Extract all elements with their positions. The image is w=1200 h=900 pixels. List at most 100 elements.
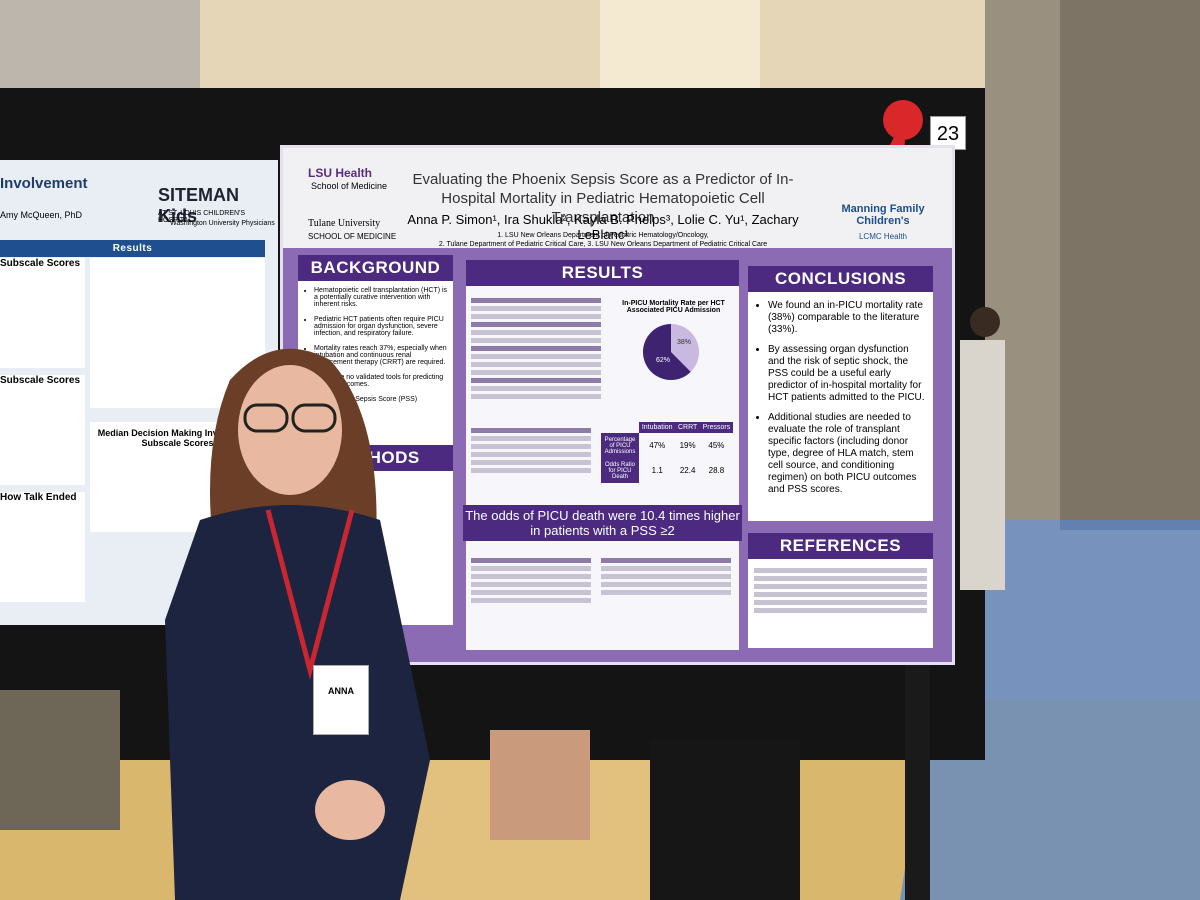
- name-tag: ANNA: [313, 665, 369, 735]
- pie-label: 38%: [677, 339, 691, 346]
- poster-title: Evaluating the Phoenix Sepsis Score as a…: [412, 171, 794, 226]
- logo-text: Manning Family Children's: [841, 203, 925, 227]
- legs-behind: [490, 730, 590, 840]
- pie-slice: [643, 324, 691, 380]
- neighbor-panel: How Talk Ended: [0, 492, 85, 602]
- table-row: [471, 566, 591, 571]
- table-cell: 1.1: [651, 466, 663, 475]
- table-row: [471, 394, 601, 399]
- neighbor-title: Involvement: [0, 175, 88, 192]
- glasses: [243, 403, 289, 433]
- neighbor-logo-sub: Washington University Physicians: [170, 220, 275, 227]
- table-row: [471, 468, 591, 473]
- bullet-list: We found an in-PICU mortality rate (38%)…: [748, 292, 933, 496]
- table-row: [471, 460, 591, 465]
- table-cell: 45%: [708, 441, 725, 450]
- table-row: [471, 346, 601, 351]
- table-header: Pressors: [699, 422, 733, 433]
- table-row: Odds Ratio for PICU Death 1.1 22.4 28.8: [601, 458, 733, 483]
- neighbor-section: Subscale Scores: [0, 258, 81, 269]
- table-header: CRRT: [675, 422, 700, 433]
- neighbor-section: Subscale Scores: [0, 375, 81, 386]
- procedure-table: Intubation CRRT Pressors Percentage of PICU…: [601, 422, 733, 483]
- logo-text: LCMC Health: [858, 232, 907, 241]
- table-cell: Percentage of PICU Admissions: [601, 433, 639, 458]
- table-row: [471, 452, 591, 457]
- table-row: [471, 322, 601, 327]
- table-row: [471, 386, 601, 391]
- table-row: [471, 330, 601, 335]
- section-heading: BACKGROUND: [298, 255, 453, 281]
- face: [238, 365, 342, 495]
- logo-text: Tulane University: [308, 218, 381, 229]
- neighbor-results: Results: [0, 240, 265, 257]
- section-heading: RESULTS: [466, 260, 739, 286]
- table-row: [471, 306, 601, 311]
- table-row: [471, 428, 591, 433]
- neighbor-chart-title: Median Decision Making Involvement Subsc…: [97, 428, 258, 448]
- reference-line: [754, 576, 927, 581]
- poster-header: [283, 148, 952, 248]
- logo-text: School of Medicine: [311, 181, 388, 191]
- table-row: [471, 590, 591, 595]
- bullet-list: Hematopoietic cell transplantation (HCT)…: [298, 281, 453, 403]
- table-row: [471, 370, 601, 375]
- table-row: [471, 314, 601, 319]
- logo-text: LSU Health: [308, 166, 373, 180]
- poster: LSU Health School of Medicine Tulane Uni…: [280, 145, 955, 665]
- poster-affiliation: 2. Tulane Department of Pediatric Critic…: [438, 241, 768, 248]
- logo-text: SCHOOL OF MEDICINE: [308, 232, 397, 241]
- conclusions-panel: CONCLUSIONS We found an in-PICU mortalit…: [748, 266, 933, 521]
- table-cell: 28.8: [708, 466, 725, 475]
- pillar: [1060, 0, 1200, 530]
- demographics-table: [471, 295, 601, 402]
- table-row: [471, 598, 591, 603]
- table-cell: 47%: [649, 441, 666, 450]
- bullet: Additional studies are needed to evaluat…: [768, 412, 927, 496]
- section-heading: REFERENCES: [748, 533, 933, 559]
- bystander-legs: [0, 690, 120, 830]
- hands: [315, 780, 385, 840]
- risk-table: [471, 425, 591, 476]
- lanyard: [265, 509, 355, 680]
- neighbor-logo: SITEMAN Kids: [158, 185, 239, 226]
- results-banner: The odds of PICU death were 10.4 times h…: [463, 505, 742, 541]
- neighbor-section: How Talk Ended: [0, 492, 77, 503]
- references-panel: REFERENCES: [748, 533, 933, 648]
- table-header: Intubation: [639, 422, 676, 433]
- reference-line: [754, 608, 927, 613]
- board-leg: [905, 660, 930, 900]
- bystander: [960, 340, 1005, 590]
- table-row: [471, 558, 591, 563]
- section-heading: CONCLUSIONS: [748, 266, 933, 292]
- bullet: By assessing organ dysfunction and the r…: [768, 344, 927, 404]
- table-row: [601, 582, 731, 587]
- pie: 62% 38%: [643, 324, 699, 380]
- table-row: [471, 378, 601, 383]
- table-row: [601, 590, 731, 595]
- table-row: Percentage of PICU Admissions 47% 19% 45%: [601, 433, 733, 458]
- table-cell: 22.4: [679, 466, 696, 475]
- table-row: [471, 298, 601, 303]
- ribbon: [883, 100, 923, 140]
- bullet: Hematopoietic cell transplantation (HCT)…: [314, 287, 449, 308]
- pie-title: In-PICU Mortality Rate per HCT Associate…: [622, 300, 725, 314]
- pss-table: [471, 555, 591, 606]
- poster-number: 23: [930, 116, 966, 150]
- glasses: [291, 403, 337, 433]
- reference-line: [754, 600, 927, 605]
- reference-line: [754, 568, 927, 573]
- table-row: [601, 558, 731, 563]
- table-row: [471, 436, 591, 441]
- table-header-row: Intubation CRRT Pressors: [601, 422, 733, 433]
- results-panel: RESULTS In-PICU Mortality Rate per HCT A…: [463, 260, 742, 650]
- person-behind: [650, 740, 800, 900]
- poster-affiliation: 1. LSU New Orleans Department of Pediatr…: [497, 232, 709, 239]
- table-row: [471, 574, 591, 579]
- table-row: [471, 444, 591, 449]
- bullet: Mortality rates reach 37%, especially wh…: [314, 345, 449, 366]
- table-cell: 19%: [679, 441, 696, 450]
- table-row: [471, 338, 601, 343]
- poster-authors: Anna P. Simon¹, Ira Shukla², Kayla B. Ph…: [407, 212, 799, 242]
